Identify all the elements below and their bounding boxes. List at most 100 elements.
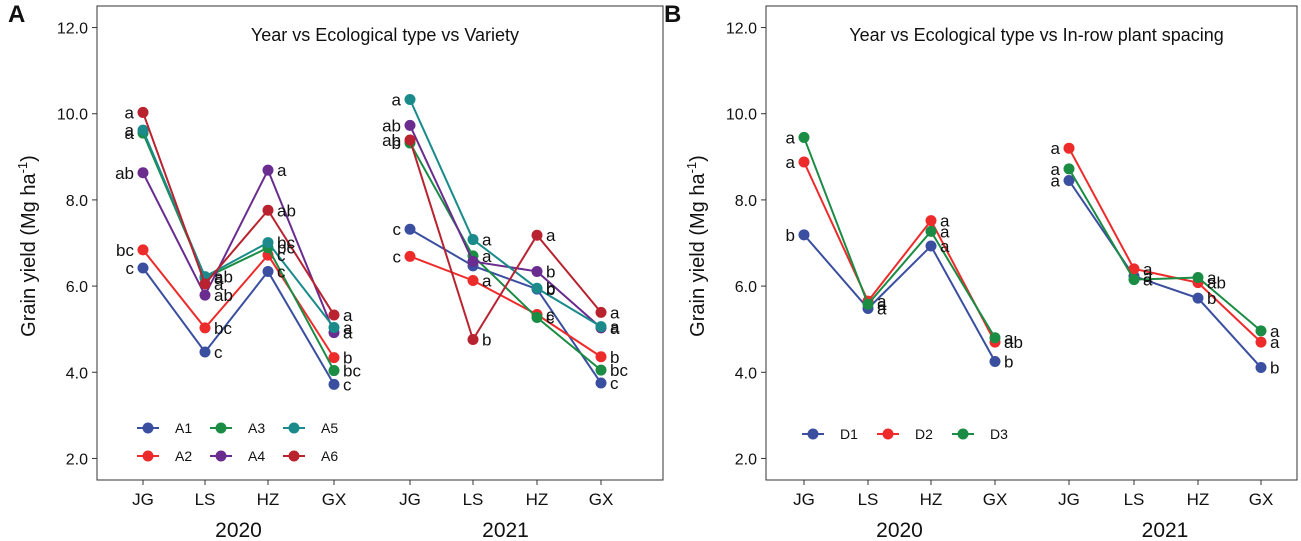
significance-label: a <box>125 103 135 122</box>
significance-label: a <box>610 303 620 322</box>
data-point-a3 <box>595 364 607 376</box>
chart-panel-a: A Year vs Ecological type vs Variety 2.0 4.… <box>8 1 664 541</box>
x-tick-label: HZ <box>257 490 280 509</box>
series-line-d1 <box>803 234 996 362</box>
significance-label: a <box>1207 268 1217 287</box>
data-point-a6 <box>531 229 543 241</box>
data-point-a1 <box>595 377 607 389</box>
significance-label: a <box>546 226 556 245</box>
x-tick-label: JG <box>1058 490 1080 509</box>
data-point-d3 <box>925 225 937 237</box>
series-line-a6 <box>142 112 335 316</box>
y-tick-label: 10.0 <box>726 107 757 124</box>
x-tick-label: GX <box>589 490 614 509</box>
series-line-a2 <box>142 249 335 359</box>
significance-label: ab <box>1207 274 1226 293</box>
data-point-a3 <box>531 312 543 324</box>
data-point-d2 <box>1063 142 1075 154</box>
significance-label: a <box>1143 271 1153 290</box>
significance-label: b <box>786 226 795 245</box>
significance-label: a <box>1004 329 1014 348</box>
data-point-a5 <box>404 94 416 106</box>
significance-label: ab <box>277 201 296 220</box>
year-label: 2020 <box>876 519 923 541</box>
significance-label: a <box>343 324 353 343</box>
y-tick-label: 6.0 <box>735 279 757 296</box>
significance-label: a <box>214 275 224 294</box>
significance-label: c <box>546 309 555 328</box>
data-point-a2 <box>595 351 607 363</box>
significance-label: a <box>1051 139 1061 158</box>
significance-label: ab <box>115 164 134 183</box>
data-point-d2 <box>1128 263 1140 275</box>
data-point-d3 <box>1192 271 1204 283</box>
legend-label-a6: A6 <box>321 448 338 464</box>
data-point-a4 <box>467 256 479 268</box>
data-point-d1 <box>798 229 810 241</box>
y-axis-label: Grain yield (Mg ha-1) <box>15 155 40 337</box>
data-point-a1 <box>404 223 416 235</box>
chart-title: Year vs Ecological type vs Variety <box>251 25 519 45</box>
x-tick-label: JG <box>132 490 154 509</box>
data-point-a5 <box>328 321 340 333</box>
x-tick-label: HZ <box>1187 490 1210 509</box>
significance-label: b <box>546 280 555 299</box>
significance-label: a <box>786 153 796 172</box>
year-label: 2020 <box>215 519 262 541</box>
x-tick-label: GX <box>983 490 1008 509</box>
y-tick-label: 8.0 <box>735 193 757 210</box>
series-line-a5 <box>142 129 335 329</box>
y-axis-label: Grain yield (Mg ha-1) <box>684 155 709 337</box>
significance-label: c <box>393 220 402 239</box>
chart-panel-b: B Year vs Ecological type vs In-row plant… <box>664 1 1298 541</box>
data-point-d3 <box>989 332 1001 344</box>
significance-label: b <box>1004 353 1013 372</box>
significance-label: c <box>214 343 223 362</box>
series-line-d2 <box>803 161 996 343</box>
significance-label: a <box>610 318 620 337</box>
data-point-a5 <box>262 237 274 249</box>
data-point-a6 <box>199 278 211 290</box>
significance-label: b <box>1270 359 1279 378</box>
significance-label: bc <box>116 241 134 260</box>
y-tick-label: 4.0 <box>66 365 88 382</box>
plot-frame <box>765 5 1298 481</box>
series-line-a1 <box>409 228 602 384</box>
series-line-a6 <box>409 139 602 342</box>
data-point-a2 <box>404 250 416 262</box>
significance-label: b <box>392 134 401 153</box>
significance-label: b <box>610 348 619 367</box>
y-tick-label: 4.0 <box>735 365 757 382</box>
data-point-a2 <box>199 322 211 334</box>
legend-label-a3: A3 <box>248 420 265 436</box>
significance-label: bc <box>343 362 361 381</box>
data-point-a4 <box>262 164 274 176</box>
data-point-a4 <box>137 167 149 179</box>
x-tick-label: HZ <box>526 490 549 509</box>
data-point-d1 <box>989 356 1001 367</box>
significance-label: ab <box>1004 333 1023 352</box>
data-point-d3 <box>798 131 810 143</box>
legend-swatch-point <box>142 422 154 434</box>
significance-label: bc <box>277 239 295 258</box>
data-point-a4 <box>531 265 543 277</box>
significance-label: a <box>877 299 887 318</box>
significance-label: bc <box>277 234 295 253</box>
significance-label: a <box>482 231 492 250</box>
series-line-d3 <box>1068 168 1262 332</box>
series-line-a4 <box>409 124 602 329</box>
data-point-a4 <box>199 289 211 301</box>
data-point-a4 <box>404 119 416 131</box>
data-point-a6 <box>467 334 479 346</box>
significance-label: c <box>277 246 286 265</box>
significance-label: a <box>482 271 492 290</box>
data-point-d3 <box>862 298 874 310</box>
significance-label: bc <box>214 319 232 338</box>
y-tick-label: 2.0 <box>735 451 757 468</box>
significance-label: a <box>1143 267 1153 286</box>
x-tick-label: GX <box>322 490 347 509</box>
significance-label: a <box>940 237 950 256</box>
significance-label: a <box>1270 333 1280 352</box>
significance-label: ab <box>214 268 233 287</box>
